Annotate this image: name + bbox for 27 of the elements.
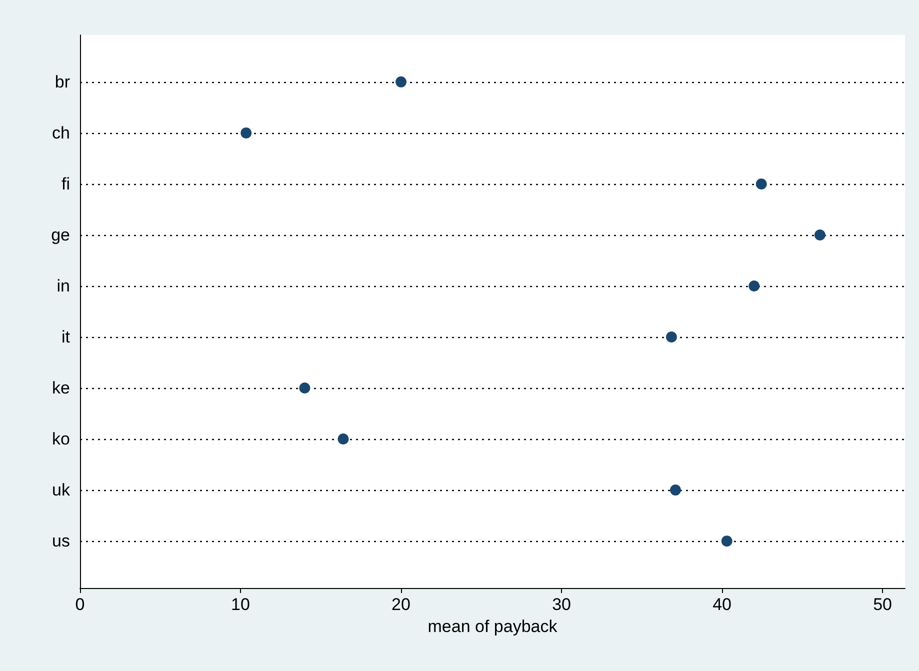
point bbox=[396, 76, 407, 88]
x-tick-label: 0 bbox=[75, 595, 85, 614]
y-tick-label: ch bbox=[52, 123, 70, 142]
y-tick-label: ko bbox=[52, 430, 70, 449]
y-tick-label: it bbox=[62, 328, 70, 347]
point bbox=[338, 434, 349, 445]
x-axis-title: mean of payback bbox=[428, 616, 558, 636]
point bbox=[748, 280, 760, 292]
point bbox=[756, 178, 767, 190]
point bbox=[666, 332, 677, 343]
y-tick-label: uk bbox=[52, 480, 70, 500]
x-tick-label: 20 bbox=[392, 595, 410, 614]
point bbox=[814, 229, 826, 240]
x-tick-label: 50 bbox=[873, 595, 892, 614]
point bbox=[721, 536, 732, 547]
x-tick-label: 40 bbox=[712, 595, 732, 614]
point bbox=[299, 382, 310, 394]
point bbox=[240, 127, 252, 138]
x-tick-label: 30 bbox=[552, 595, 571, 614]
y-tick-label: ge bbox=[51, 225, 70, 244]
y-tick-label: br bbox=[54, 72, 70, 92]
y-tick-label: ke bbox=[52, 378, 70, 398]
x-tick-label: 10 bbox=[231, 595, 250, 614]
point bbox=[670, 484, 681, 496]
y-tick-label: in bbox=[56, 276, 70, 296]
y-tick-label: fi bbox=[62, 174, 70, 194]
y-tick-label: us bbox=[52, 532, 70, 551]
